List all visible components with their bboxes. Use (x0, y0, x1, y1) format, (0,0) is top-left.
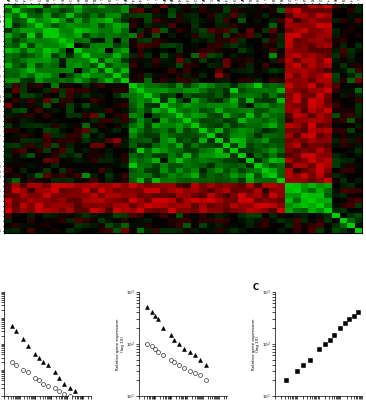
Point (149, 309, 155, 316)
Point (72, 388, 78, 395)
Y-axis label: Relative gene expression
(log 10): Relative gene expression (log 10) (116, 318, 125, 370)
Point (160, 325, 166, 331)
Point (315, 346, 321, 352)
Point (33, 351, 38, 358)
Point (36, 377, 42, 384)
Point (322, 341, 328, 347)
Point (203, 377, 209, 384)
Point (152, 312, 158, 319)
Point (351, 312, 356, 319)
Point (144, 304, 150, 311)
Point (168, 356, 174, 363)
Point (197, 356, 203, 363)
Point (337, 325, 343, 331)
Point (283, 377, 289, 384)
Text: C: C (253, 284, 259, 292)
Point (36, 354, 42, 361)
Point (61, 380, 67, 387)
Point (41, 359, 46, 365)
Point (52, 369, 57, 376)
Point (20, 336, 26, 342)
Point (197, 372, 203, 378)
Point (168, 332, 174, 338)
Point (331, 332, 337, 338)
Point (25, 343, 30, 350)
Point (9, 359, 15, 365)
Point (156, 349, 161, 355)
Point (176, 341, 182, 347)
Point (25, 369, 30, 376)
Point (346, 316, 352, 322)
Point (56, 374, 62, 381)
Point (56, 388, 62, 395)
Point (171, 359, 177, 365)
Point (14, 362, 19, 368)
Point (33, 374, 38, 381)
Point (342, 320, 348, 326)
Point (41, 380, 46, 387)
Point (294, 368, 300, 374)
Point (300, 362, 306, 368)
Point (326, 336, 332, 343)
Point (355, 309, 361, 316)
Y-axis label: Relative gene expression
(log 10): Relative gene expression (log 10) (252, 318, 260, 370)
Point (176, 362, 182, 368)
Point (181, 346, 187, 352)
Point (144, 341, 150, 347)
Point (20, 367, 26, 373)
Point (152, 346, 158, 352)
Point (61, 391, 67, 397)
Point (149, 343, 155, 350)
Point (171, 336, 177, 343)
Point (187, 368, 193, 374)
Point (203, 362, 209, 368)
Point (9, 322, 15, 329)
Point (192, 370, 198, 376)
Point (14, 328, 19, 335)
Point (52, 385, 57, 391)
Point (68, 385, 74, 391)
Point (160, 352, 166, 359)
Point (156, 316, 161, 322)
Point (181, 364, 187, 371)
Point (45, 382, 51, 389)
Point (192, 352, 198, 359)
Point (72, 395, 78, 400)
Point (68, 393, 74, 399)
Point (45, 362, 51, 368)
Point (187, 349, 193, 355)
Point (307, 356, 313, 363)
